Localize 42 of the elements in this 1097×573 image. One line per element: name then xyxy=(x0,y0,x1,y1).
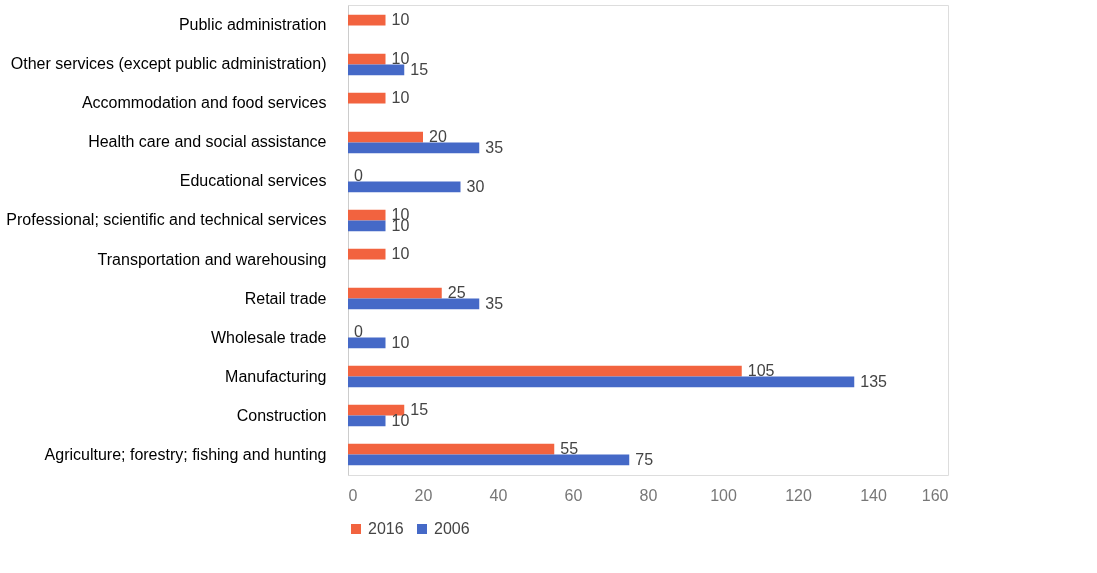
data-label: 10 xyxy=(391,411,410,429)
y-tick-label: Accommodation and food services xyxy=(81,94,327,112)
data-label: 35 xyxy=(485,138,504,156)
data-label: 55 xyxy=(560,440,579,458)
x-tick-label: 160 xyxy=(921,486,949,504)
x-tick-label: 100 xyxy=(710,486,737,504)
data-label: 135 xyxy=(860,372,888,390)
data-label: 10 xyxy=(391,11,410,29)
y-tick-label: Agriculture; forestry; fishing and hunting xyxy=(44,445,327,463)
data-label: 30 xyxy=(466,177,485,195)
x-tick-label: 140 xyxy=(860,486,887,504)
data-label: 75 xyxy=(635,450,654,468)
y-tick-label: Other services (except public administration) xyxy=(10,55,327,73)
y-tick-label: Public administration xyxy=(178,16,327,34)
x-tick-label: 0 xyxy=(348,486,358,504)
legend-label: 2016 xyxy=(368,520,404,537)
x-tick-label: 120 xyxy=(785,486,812,504)
data-label: 10 xyxy=(391,333,410,351)
x-tick-label: 60 xyxy=(564,486,583,504)
x-tick-label: 20 xyxy=(414,486,433,504)
data-label: 20 xyxy=(429,128,447,146)
y-tick-label: Manufacturing xyxy=(225,367,327,385)
data-label: 0 xyxy=(354,167,363,185)
data-label: 105 xyxy=(747,362,775,380)
y-tick-label: Construction xyxy=(236,406,327,424)
data-label: 10 xyxy=(391,245,410,263)
data-label: 15 xyxy=(410,401,429,419)
data-label: 10 xyxy=(391,50,410,68)
y-tick-label: Health care and social assistance xyxy=(88,133,327,151)
data-label: 15 xyxy=(410,60,429,78)
y-tick-label: Transportation and warehousing xyxy=(97,250,327,268)
data-label: 0 xyxy=(354,323,363,341)
data-label: 10 xyxy=(391,89,410,107)
y-tick-label: Wholesale trade xyxy=(210,328,327,346)
x-tick-label: 40 xyxy=(489,486,508,504)
data-label: 35 xyxy=(485,294,504,312)
y-tick-label: Retail trade xyxy=(244,289,327,307)
legend-label: 2006 xyxy=(434,520,470,537)
data-label: 25 xyxy=(447,284,466,302)
x-tick-label: 80 xyxy=(639,486,658,504)
y-tick-label: Educational services xyxy=(179,172,327,190)
y-tick-label: Professional; scientific and technical services xyxy=(6,211,327,229)
